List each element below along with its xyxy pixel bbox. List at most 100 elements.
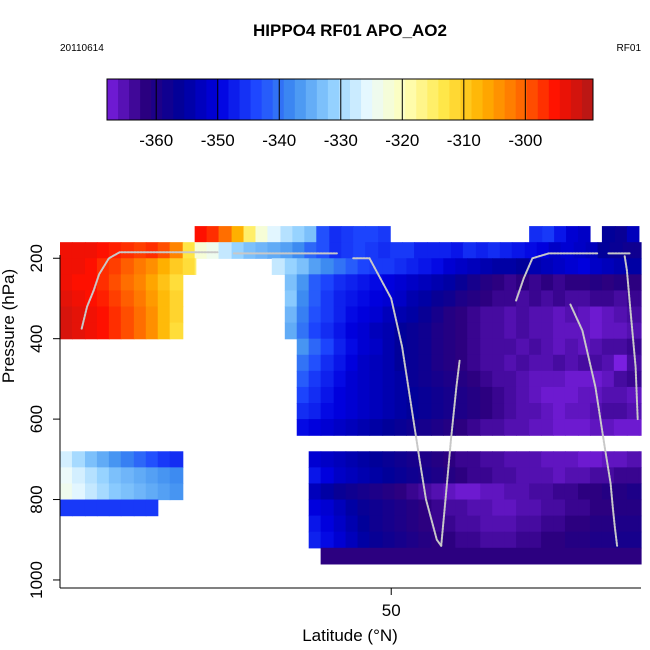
heatmap-cell: [614, 226, 628, 243]
heatmap-cell: [613, 274, 628, 292]
colorbar-swatch: [372, 79, 384, 120]
heatmap-cell: [418, 403, 432, 420]
heatmap-cell: [480, 467, 493, 485]
heatmap-cell: [638, 467, 642, 485]
heatmap-cell: [357, 467, 371, 485]
heatmap-cell: [308, 419, 322, 436]
heatmap-cell: [504, 531, 517, 549]
heatmap-cell: [431, 290, 444, 308]
heatmap-cell: [406, 515, 419, 533]
heatmap-cell: [573, 242, 587, 259]
heatmap-cell: [601, 515, 615, 533]
heatmap-cell: [564, 338, 579, 356]
heatmap-cell: [145, 274, 159, 292]
heatmap-cell: [504, 274, 517, 292]
heatmap-cell: [96, 242, 110, 259]
heatmap-cell: [357, 483, 371, 501]
y-tick-label: 200: [27, 244, 46, 272]
heatmap-cell: [578, 531, 591, 549]
colorbar-swatch: [526, 79, 539, 120]
heatmap-cell: [589, 499, 603, 517]
heatmap-cell: [492, 274, 505, 292]
heatmap-cell: [280, 242, 293, 259]
heatmap-cell: [255, 242, 269, 259]
colorbar-swatch: [294, 79, 307, 120]
colorbar-swatch: [228, 79, 241, 120]
heatmap-cell: [443, 290, 456, 308]
heatmap-cell: [613, 322, 628, 340]
heatmap-cell: [345, 290, 359, 308]
heatmap-cell: [480, 258, 493, 275]
heatmap-cell: [601, 531, 615, 549]
heatmap-cell: [206, 242, 220, 259]
heatmap-cell: [564, 354, 579, 372]
heatmap-cell: [133, 499, 147, 517]
colorbar-swatch: [184, 79, 196, 120]
heatmap-cell: [357, 306, 371, 324]
heatmap-cell: [504, 338, 517, 356]
heatmap-cell: [284, 306, 298, 324]
heatmap-cell: [455, 322, 468, 340]
heatmap-cell: [564, 258, 579, 275]
heatmap-cell: [406, 467, 419, 485]
heatmap-cell: [626, 258, 640, 275]
heatmap-cell: [564, 483, 579, 501]
heatmap-cell: [553, 419, 566, 436]
heatmap-cell: [296, 338, 310, 356]
heatmap-cell: [443, 354, 456, 372]
heatmap-cells: [60, 226, 642, 565]
heatmap-cell: [467, 419, 481, 436]
heatmap-cell: [308, 306, 322, 324]
heatmap-cell: [96, 290, 110, 308]
heatmap-cell: [96, 499, 110, 517]
heatmap-cell: [394, 290, 408, 308]
heatmap-cell: [578, 370, 591, 388]
heatmap-cell: [443, 419, 456, 436]
heatmap-cell: [357, 354, 371, 372]
heatmap-cell: [626, 499, 640, 517]
heatmap-cell: [553, 467, 566, 485]
heatmap-cell: [578, 419, 591, 436]
heatmap-cell: [578, 274, 591, 292]
heatmap-cell: [601, 226, 616, 243]
heatmap-cell: [333, 386, 347, 404]
flight-label: RF01: [617, 43, 642, 54]
x-axis-label: Latitude (°N): [302, 626, 398, 645]
heatmap-cell: [382, 515, 396, 533]
heatmap-cell: [369, 451, 384, 468]
heatmap-cell: [541, 290, 554, 308]
heatmap-cell: [529, 499, 542, 517]
heatmap-cell: [333, 483, 347, 501]
heatmap-cell: [169, 451, 184, 468]
heatmap-cell: [589, 531, 603, 549]
heatmap-cell: [357, 419, 371, 436]
heatmap-cell: [480, 306, 493, 324]
heatmap-cell: [333, 531, 347, 549]
heatmap-cell: [626, 354, 640, 372]
colorbar-swatch: [350, 79, 362, 120]
heatmap-cell: [320, 531, 335, 549]
heatmap-cell: [529, 226, 543, 243]
heatmap-cell: [638, 354, 642, 372]
heatmap-cell: [455, 419, 468, 436]
heatmap-cell: [382, 258, 396, 275]
heatmap-cell: [145, 499, 159, 517]
heatmap-cell: [626, 306, 640, 324]
heatmap-cell: [333, 322, 347, 340]
heatmap-cell: [145, 467, 159, 485]
colorbar-ticks: -360 -350 -340 -330 -320 -310 -300: [106, 78, 594, 150]
heatmap-cell: [133, 467, 147, 485]
colorbar-swatch: [394, 79, 406, 120]
heatmap-cell: [626, 370, 640, 388]
heatmap-cell: [541, 483, 554, 501]
heatmap-cell: [108, 322, 122, 340]
heatmap-cell: [333, 354, 347, 372]
heatmap-cell: [296, 258, 310, 275]
heatmap-cell: [467, 499, 481, 517]
heatmap-cell: [541, 322, 554, 340]
heatmap-cell: [504, 483, 517, 501]
heatmap-cell: [369, 274, 384, 292]
heatmap-cell: [443, 306, 456, 324]
heatmap-cell: [431, 322, 444, 340]
heatmap-cell: [108, 499, 122, 517]
